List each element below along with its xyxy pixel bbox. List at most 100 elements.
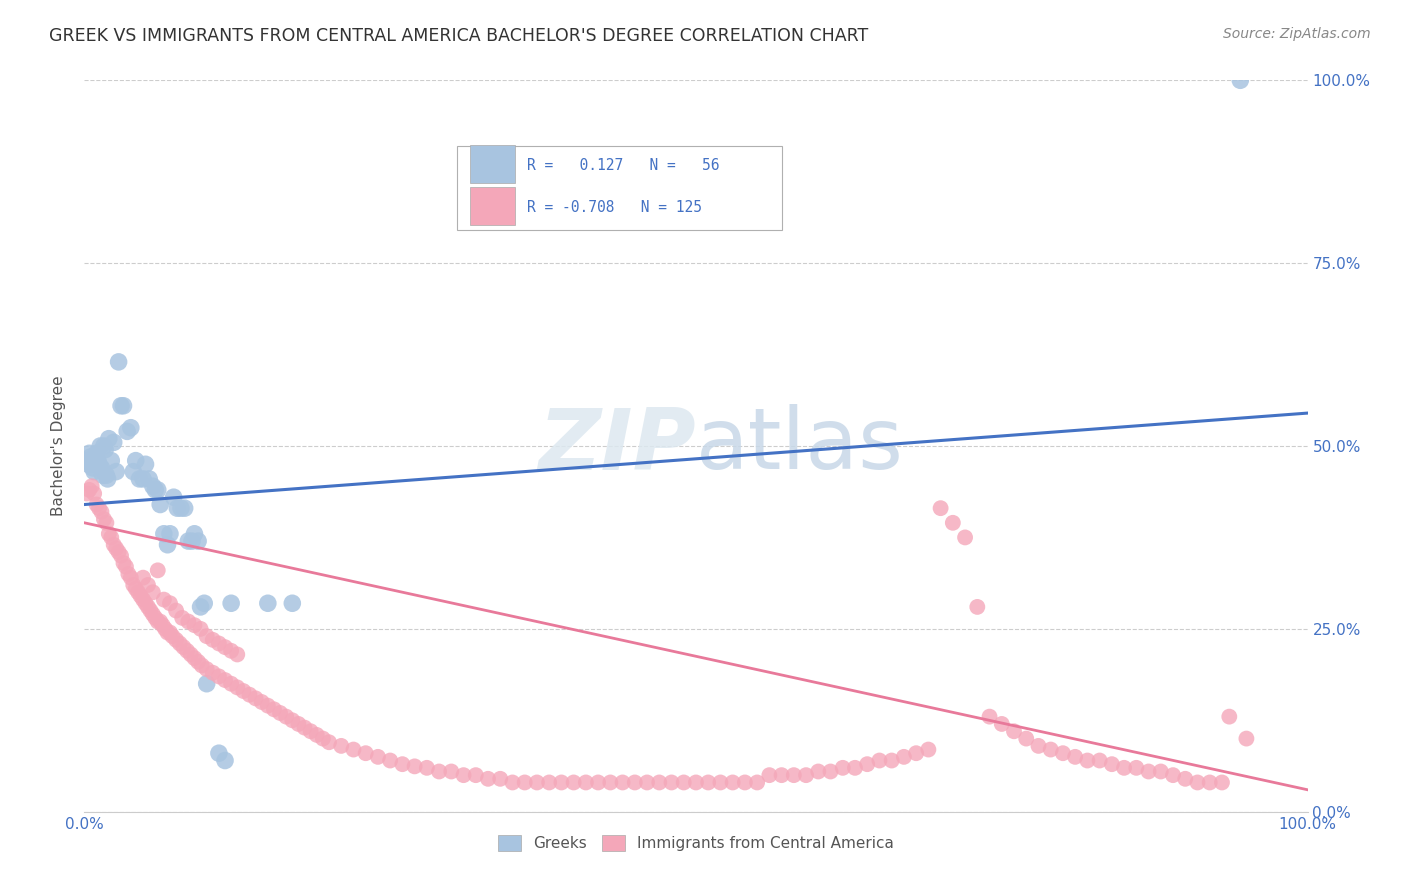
Point <box>1052 746 1074 760</box>
Point <box>219 596 242 610</box>
Point <box>127 585 149 599</box>
Point <box>1137 764 1160 779</box>
Point <box>79 450 101 464</box>
Point <box>110 399 132 413</box>
Point <box>87 453 110 467</box>
Point <box>575 775 598 789</box>
Point <box>138 472 160 486</box>
Text: GREEK VS IMMIGRANTS FROM CENTRAL AMERICA BACHELOR'S DEGREE CORRELATION CHART: GREEK VS IMMIGRANTS FROM CENTRAL AMERICA… <box>49 27 869 45</box>
Point <box>110 549 132 563</box>
FancyBboxPatch shape <box>470 186 515 225</box>
Point <box>146 483 169 497</box>
Point <box>697 775 720 789</box>
Point <box>86 446 108 460</box>
Point <box>502 775 524 789</box>
Point <box>513 775 536 789</box>
Point <box>159 596 181 610</box>
Point <box>299 724 322 739</box>
Point <box>929 501 952 516</box>
Point <box>1088 754 1111 768</box>
Point <box>146 615 169 629</box>
Point <box>139 603 162 617</box>
Point <box>193 596 215 610</box>
Point <box>380 754 402 768</box>
Point <box>190 622 212 636</box>
Point <box>953 530 976 544</box>
Point <box>1174 772 1197 786</box>
Point <box>91 468 114 483</box>
Point <box>427 764 450 779</box>
Point <box>1039 742 1062 756</box>
Point <box>477 772 499 786</box>
Point <box>1002 724 1025 739</box>
Point <box>107 545 129 559</box>
Point <box>173 501 195 516</box>
Point <box>391 757 413 772</box>
Point <box>112 556 135 570</box>
Point <box>120 571 142 585</box>
Point <box>97 432 120 446</box>
Point <box>195 676 218 690</box>
Point <box>132 571 155 585</box>
Point <box>245 691 267 706</box>
Point <box>1198 775 1220 789</box>
Point <box>159 625 181 640</box>
Point <box>166 501 188 516</box>
Point <box>226 681 249 695</box>
Point <box>100 453 122 467</box>
Point <box>112 399 135 413</box>
Point <box>105 541 128 556</box>
Point <box>76 453 98 467</box>
Point <box>672 775 695 789</box>
Point <box>1114 761 1136 775</box>
Point <box>149 615 172 629</box>
Point <box>416 761 439 775</box>
Point <box>893 749 915 764</box>
Point <box>226 648 249 662</box>
Point <box>1015 731 1038 746</box>
Point <box>440 764 463 779</box>
Point <box>208 636 231 650</box>
Point <box>747 775 769 789</box>
Point <box>404 759 426 773</box>
Point <box>330 739 353 753</box>
Point <box>96 516 118 530</box>
Point <box>917 742 939 756</box>
Point <box>489 772 512 786</box>
Point <box>794 768 817 782</box>
Point <box>143 483 166 497</box>
Point <box>1229 73 1251 87</box>
Point <box>93 512 115 526</box>
Point <box>83 486 105 500</box>
Point <box>129 589 152 603</box>
Point <box>538 775 561 789</box>
Point <box>156 625 179 640</box>
Point <box>187 655 209 669</box>
Point <box>232 684 254 698</box>
Point <box>190 599 212 614</box>
Point <box>169 636 191 650</box>
Point <box>177 615 200 629</box>
Point <box>176 644 198 658</box>
Point <box>90 461 112 475</box>
Point <box>183 651 205 665</box>
Point <box>208 669 231 683</box>
Point <box>120 421 142 435</box>
Point <box>734 775 756 789</box>
Point <box>153 622 176 636</box>
Point <box>142 585 165 599</box>
Point <box>76 486 98 500</box>
Text: Source: ZipAtlas.com: Source: ZipAtlas.com <box>1223 27 1371 41</box>
Point <box>636 775 658 789</box>
Text: R =   0.127   N =   56: R = 0.127 N = 56 <box>527 158 720 173</box>
Point <box>966 599 988 614</box>
Point <box>142 607 165 622</box>
Point <box>464 768 486 782</box>
Point <box>80 479 103 493</box>
Point <box>1236 731 1258 746</box>
Point <box>263 702 285 716</box>
Text: atlas: atlas <box>696 404 904 488</box>
Point <box>183 526 205 541</box>
Point <box>367 749 389 764</box>
Point <box>287 717 309 731</box>
